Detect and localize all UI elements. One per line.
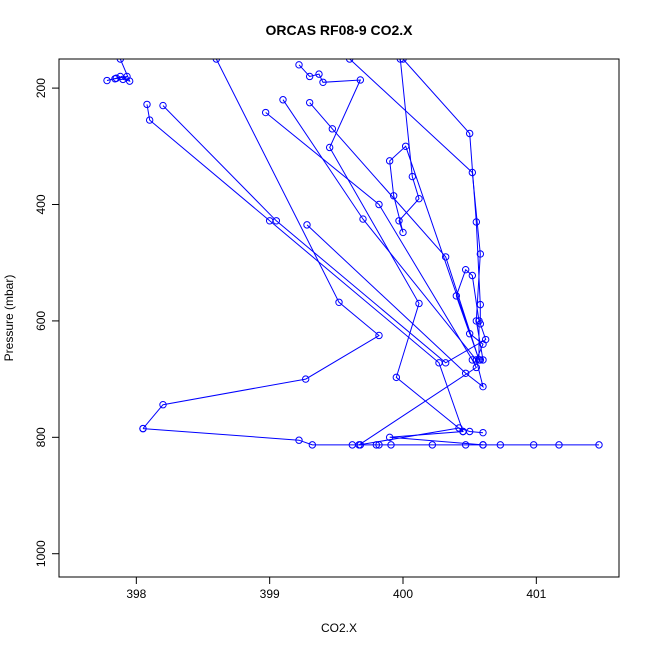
y-tick-label: 600	[34, 311, 48, 331]
data-point	[119, 75, 127, 84]
data-point	[295, 61, 303, 69]
data-point	[295, 436, 303, 444]
series-layer	[103, 59, 603, 449]
data-point	[305, 98, 314, 107]
data-point	[395, 217, 403, 225]
data-point	[475, 356, 483, 364]
data-point	[139, 424, 147, 433]
series-line	[265, 112, 484, 446]
data-point	[472, 356, 481, 364]
data-point	[387, 441, 395, 449]
data-point	[472, 317, 481, 325]
data-point	[359, 215, 367, 223]
data-point	[479, 382, 487, 391]
series-line	[106, 59, 131, 82]
data-point	[385, 433, 394, 442]
data-point	[315, 70, 323, 78]
series-line	[146, 104, 484, 446]
data-point	[335, 298, 343, 306]
data-point	[328, 125, 337, 133]
series-line	[309, 59, 480, 361]
data-point	[479, 441, 487, 449]
data-point	[408, 172, 417, 181]
y-tick-label: 400	[34, 194, 48, 214]
y-tick-label: 800	[34, 427, 48, 447]
data-point	[399, 59, 407, 63]
x-tick-label: 399	[260, 587, 280, 601]
data-point	[555, 441, 563, 449]
data-point	[479, 428, 487, 437]
data-point	[428, 441, 437, 449]
y-tick-label: 200	[34, 78, 48, 98]
data-point	[305, 72, 314, 81]
data-point	[461, 441, 470, 449]
data-point	[319, 78, 327, 86]
data-point	[461, 265, 470, 274]
data-point	[356, 76, 365, 84]
data-point	[272, 217, 281, 225]
data-point	[261, 108, 270, 117]
data-point	[301, 375, 310, 383]
plot-frame	[58, 58, 620, 578]
data-point	[479, 340, 487, 348]
data-point	[385, 157, 394, 165]
data-point	[159, 401, 167, 409]
data-point	[392, 373, 401, 382]
data-point	[496, 441, 505, 449]
data-point	[475, 317, 483, 325]
y-axis-label: Pressure (mbar)	[2, 275, 16, 362]
data-point	[472, 363, 481, 372]
data-point	[116, 59, 125, 63]
data-point	[145, 116, 154, 124]
x-tick-label: 400	[393, 587, 413, 601]
data-point	[279, 96, 287, 104]
data-point	[325, 143, 334, 152]
data-point	[111, 75, 119, 83]
x-tick-label: 401	[526, 587, 546, 601]
data-point	[415, 299, 423, 308]
data-point	[476, 250, 485, 258]
data-point	[396, 59, 405, 63]
data-point	[143, 100, 151, 109]
data-point	[345, 59, 354, 63]
data-point	[441, 359, 450, 367]
data-point	[159, 101, 167, 110]
data-point	[529, 441, 538, 449]
data-point	[459, 427, 467, 436]
data-point	[401, 142, 410, 151]
series-line	[142, 428, 599, 446]
x-tick-label: 398	[126, 587, 146, 601]
data-point	[355, 441, 363, 449]
data-point	[375, 331, 383, 340]
data-point	[375, 200, 383, 209]
data-point	[468, 168, 477, 177]
data-point	[415, 194, 423, 203]
series-line	[306, 59, 484, 388]
data-point	[303, 221, 311, 229]
data-point	[472, 218, 481, 226]
y-tick-label: 1000	[34, 540, 48, 567]
data-point	[308, 441, 317, 449]
data-point	[441, 253, 450, 261]
data-point	[212, 59, 221, 63]
data-point	[595, 441, 603, 449]
x-axis-label: CO2.X	[321, 621, 357, 635]
data-point	[465, 129, 474, 138]
data-point	[103, 76, 111, 85]
data-point	[125, 77, 134, 85]
data-point	[399, 228, 407, 237]
data-point	[468, 271, 477, 280]
data-point	[461, 369, 470, 377]
data-point	[389, 192, 398, 200]
chart-title: ORCAS RF08-9 CO2.X	[265, 22, 413, 38]
